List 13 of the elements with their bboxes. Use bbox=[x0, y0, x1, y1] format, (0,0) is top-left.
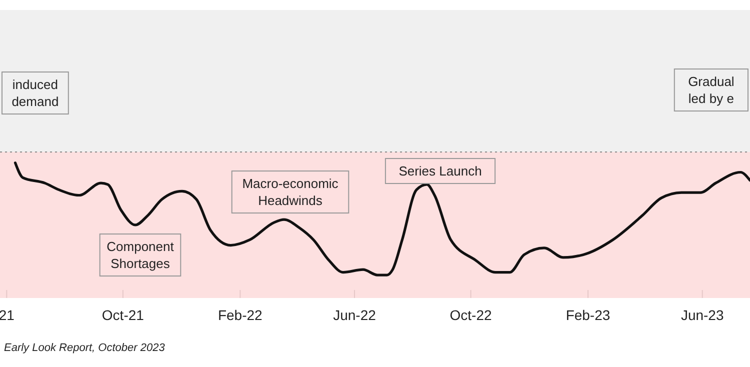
x-tick-label: Jun-23 bbox=[680, 307, 724, 323]
annotation: Macro-economic Headwinds bbox=[242, 176, 339, 208]
x-tick-label: Oct-21 bbox=[102, 307, 144, 323]
annotation: Component Shortages bbox=[106, 239, 174, 271]
x-tick-label: Feb-22 bbox=[218, 307, 263, 323]
x-tick-label: Oct-22 bbox=[450, 307, 492, 323]
text: Gradual led by e bbox=[688, 74, 734, 106]
x-tick-label: Jun-22 bbox=[333, 307, 376, 323]
text: Early Look Report, October 2023 bbox=[4, 342, 166, 354]
x-tick-label: Feb-23 bbox=[566, 307, 610, 323]
annotation: Series Launch bbox=[398, 164, 482, 178]
x-tick-label: 21 bbox=[0, 307, 15, 323]
text: induced demand bbox=[12, 77, 59, 109]
